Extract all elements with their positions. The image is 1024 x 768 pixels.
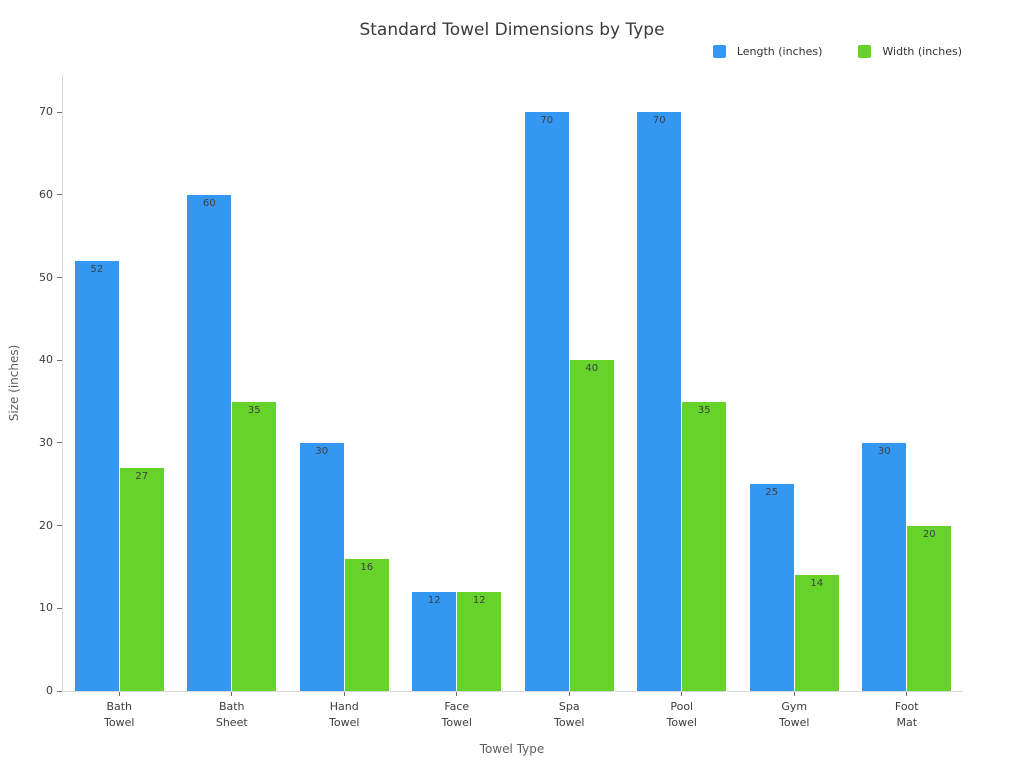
y-tick-mark	[57, 359, 62, 361]
bar: 35	[682, 401, 727, 691]
bar: 30	[299, 442, 344, 691]
bar-value-label: 70	[540, 115, 554, 127]
legend-label: Width (inches)	[882, 45, 962, 58]
plot-area: 0 10 20 30 40 50 60 70 52 27 Bath Towel 60 35 Bath Shee…	[39, 75, 963, 729]
x-tick-mark	[343, 692, 345, 696]
bar-value-label: 14	[810, 578, 824, 590]
x-tick-label: Spa Towel	[554, 700, 585, 729]
x-tick-mark	[568, 692, 570, 696]
bar: 27	[119, 467, 164, 691]
legend-swatch-icon	[712, 45, 726, 58]
bar: 52	[74, 261, 119, 691]
legend-label: Length (inches)	[736, 45, 823, 58]
legend-item: Length (inches)	[712, 45, 823, 58]
bar: 35	[232, 401, 277, 691]
bar-value-label: 16	[360, 561, 374, 573]
x-tick-label: Bath Towel	[104, 700, 135, 729]
legend: Length (inches) Width (inches)	[712, 45, 962, 58]
x-tick-mark	[231, 692, 233, 696]
chart-title: Standard Towel Dimensions by Type	[359, 20, 665, 40]
y-tick-mark	[57, 111, 62, 113]
bar-value-label: 25	[765, 487, 779, 499]
bar: 12	[457, 591, 502, 691]
bar-value-label: 20	[922, 528, 936, 540]
bar: 20	[907, 525, 952, 691]
bar-value-label: 30	[877, 445, 891, 457]
y-tick-mark	[57, 277, 62, 279]
y-tick-label: 60	[39, 187, 53, 201]
x-tick-label: Bath Sheet	[215, 700, 248, 729]
bar: 25	[749, 484, 794, 691]
legend-swatch-icon	[858, 45, 872, 58]
bar-value-label: 27	[135, 470, 149, 482]
bar: 70	[637, 112, 682, 691]
bar-value-label: 70	[652, 115, 666, 127]
y-tick-mark	[57, 690, 62, 692]
x-tick-label: Foot Mat	[894, 700, 919, 729]
bar-value-label: 12	[472, 594, 486, 606]
y-tick-mark	[57, 525, 62, 527]
x-tick-mark	[793, 692, 795, 696]
bar: 70	[524, 112, 569, 691]
bar: 12	[412, 591, 457, 691]
y-tick-label: 10	[39, 601, 53, 615]
y-tick-mark	[57, 194, 62, 196]
bar: 16	[344, 558, 389, 691]
bar: 60	[187, 194, 232, 691]
y-tick-label: 40	[39, 353, 53, 367]
x-tick-mark	[456, 692, 458, 696]
bar-value-label: 52	[90, 264, 104, 276]
bar-value-label: 12	[427, 594, 441, 606]
bar: 14	[794, 575, 839, 691]
y-tick-label: 70	[39, 105, 53, 119]
x-tick-label: Hand Towel	[329, 700, 360, 729]
x-axis-title: Towel Type	[479, 742, 545, 756]
bar: 30	[862, 442, 907, 691]
y-tick-mark	[57, 442, 62, 444]
bar-value-label: 35	[697, 404, 711, 416]
x-tick-label: Face Towel	[441, 700, 472, 729]
bar-value-label: 35	[247, 404, 261, 416]
y-tick-label: 0	[46, 684, 53, 697]
x-tick-mark	[906, 692, 908, 696]
bar-value-label: 40	[585, 363, 599, 375]
bar-value-label: 60	[202, 197, 216, 209]
legend-item: Width (inches)	[858, 45, 962, 58]
x-tick-mark	[681, 692, 683, 696]
y-tick-mark	[57, 607, 62, 609]
x-tick-label: Gym Towel	[779, 700, 810, 729]
y-tick-label: 50	[39, 270, 53, 284]
bar: 40	[569, 360, 614, 691]
y-tick-label: 30	[39, 435, 53, 449]
x-tick-mark	[118, 692, 120, 696]
bar-value-label: 30	[315, 445, 329, 457]
x-tick-label: Pool Towel	[666, 700, 697, 729]
y-tick-label: 20	[39, 518, 53, 532]
